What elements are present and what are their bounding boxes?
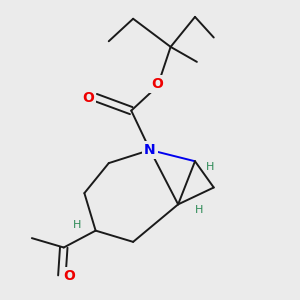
Text: O: O [63, 268, 75, 283]
Text: H: H [73, 220, 81, 230]
Text: O: O [152, 77, 164, 92]
Text: N: N [144, 143, 156, 157]
Text: H: H [195, 205, 203, 215]
Text: H: H [206, 162, 214, 172]
Text: O: O [82, 91, 94, 104]
